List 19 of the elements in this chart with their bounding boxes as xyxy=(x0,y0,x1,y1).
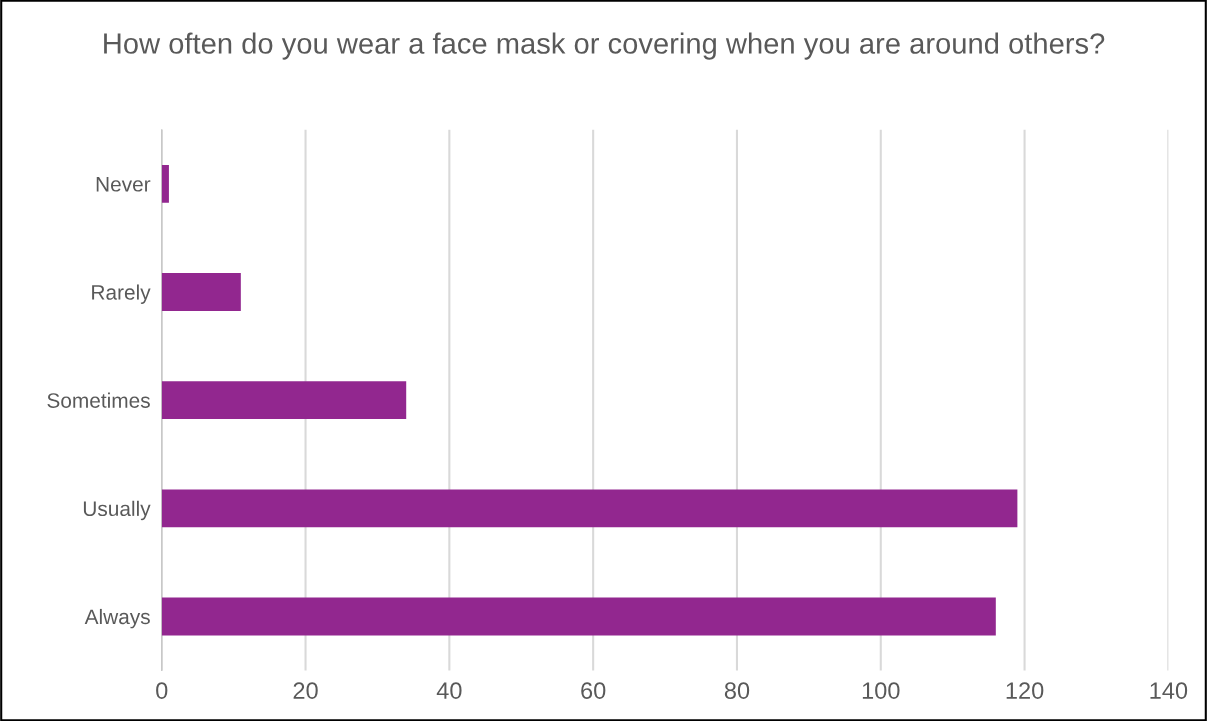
x-tick-label: 60 xyxy=(581,682,606,699)
chart-title: How often do you wear a face mask or covering when you are around others? xyxy=(104,32,1105,60)
x-tick-label: 20 xyxy=(293,682,318,699)
bar xyxy=(161,164,169,203)
bar xyxy=(161,273,241,311)
x-tick-label: 100 xyxy=(862,682,900,699)
x-tick-label: 140 xyxy=(1150,682,1188,699)
x-tick-label: 40 xyxy=(436,682,462,699)
y-tick-label: Never xyxy=(96,177,151,192)
bar xyxy=(161,489,1018,528)
bar xyxy=(161,597,996,636)
y-tick-label: Rarely xyxy=(92,284,151,304)
y-tick-label: Usually xyxy=(83,500,151,521)
x-tick-label: 0 xyxy=(156,682,168,699)
x-tick-label: 120 xyxy=(1006,682,1044,699)
y-tick-label: Sometimes xyxy=(47,392,150,408)
x-tick-label: 80 xyxy=(724,682,750,699)
y-tick-label: Always xyxy=(84,608,150,629)
bar xyxy=(161,381,407,420)
